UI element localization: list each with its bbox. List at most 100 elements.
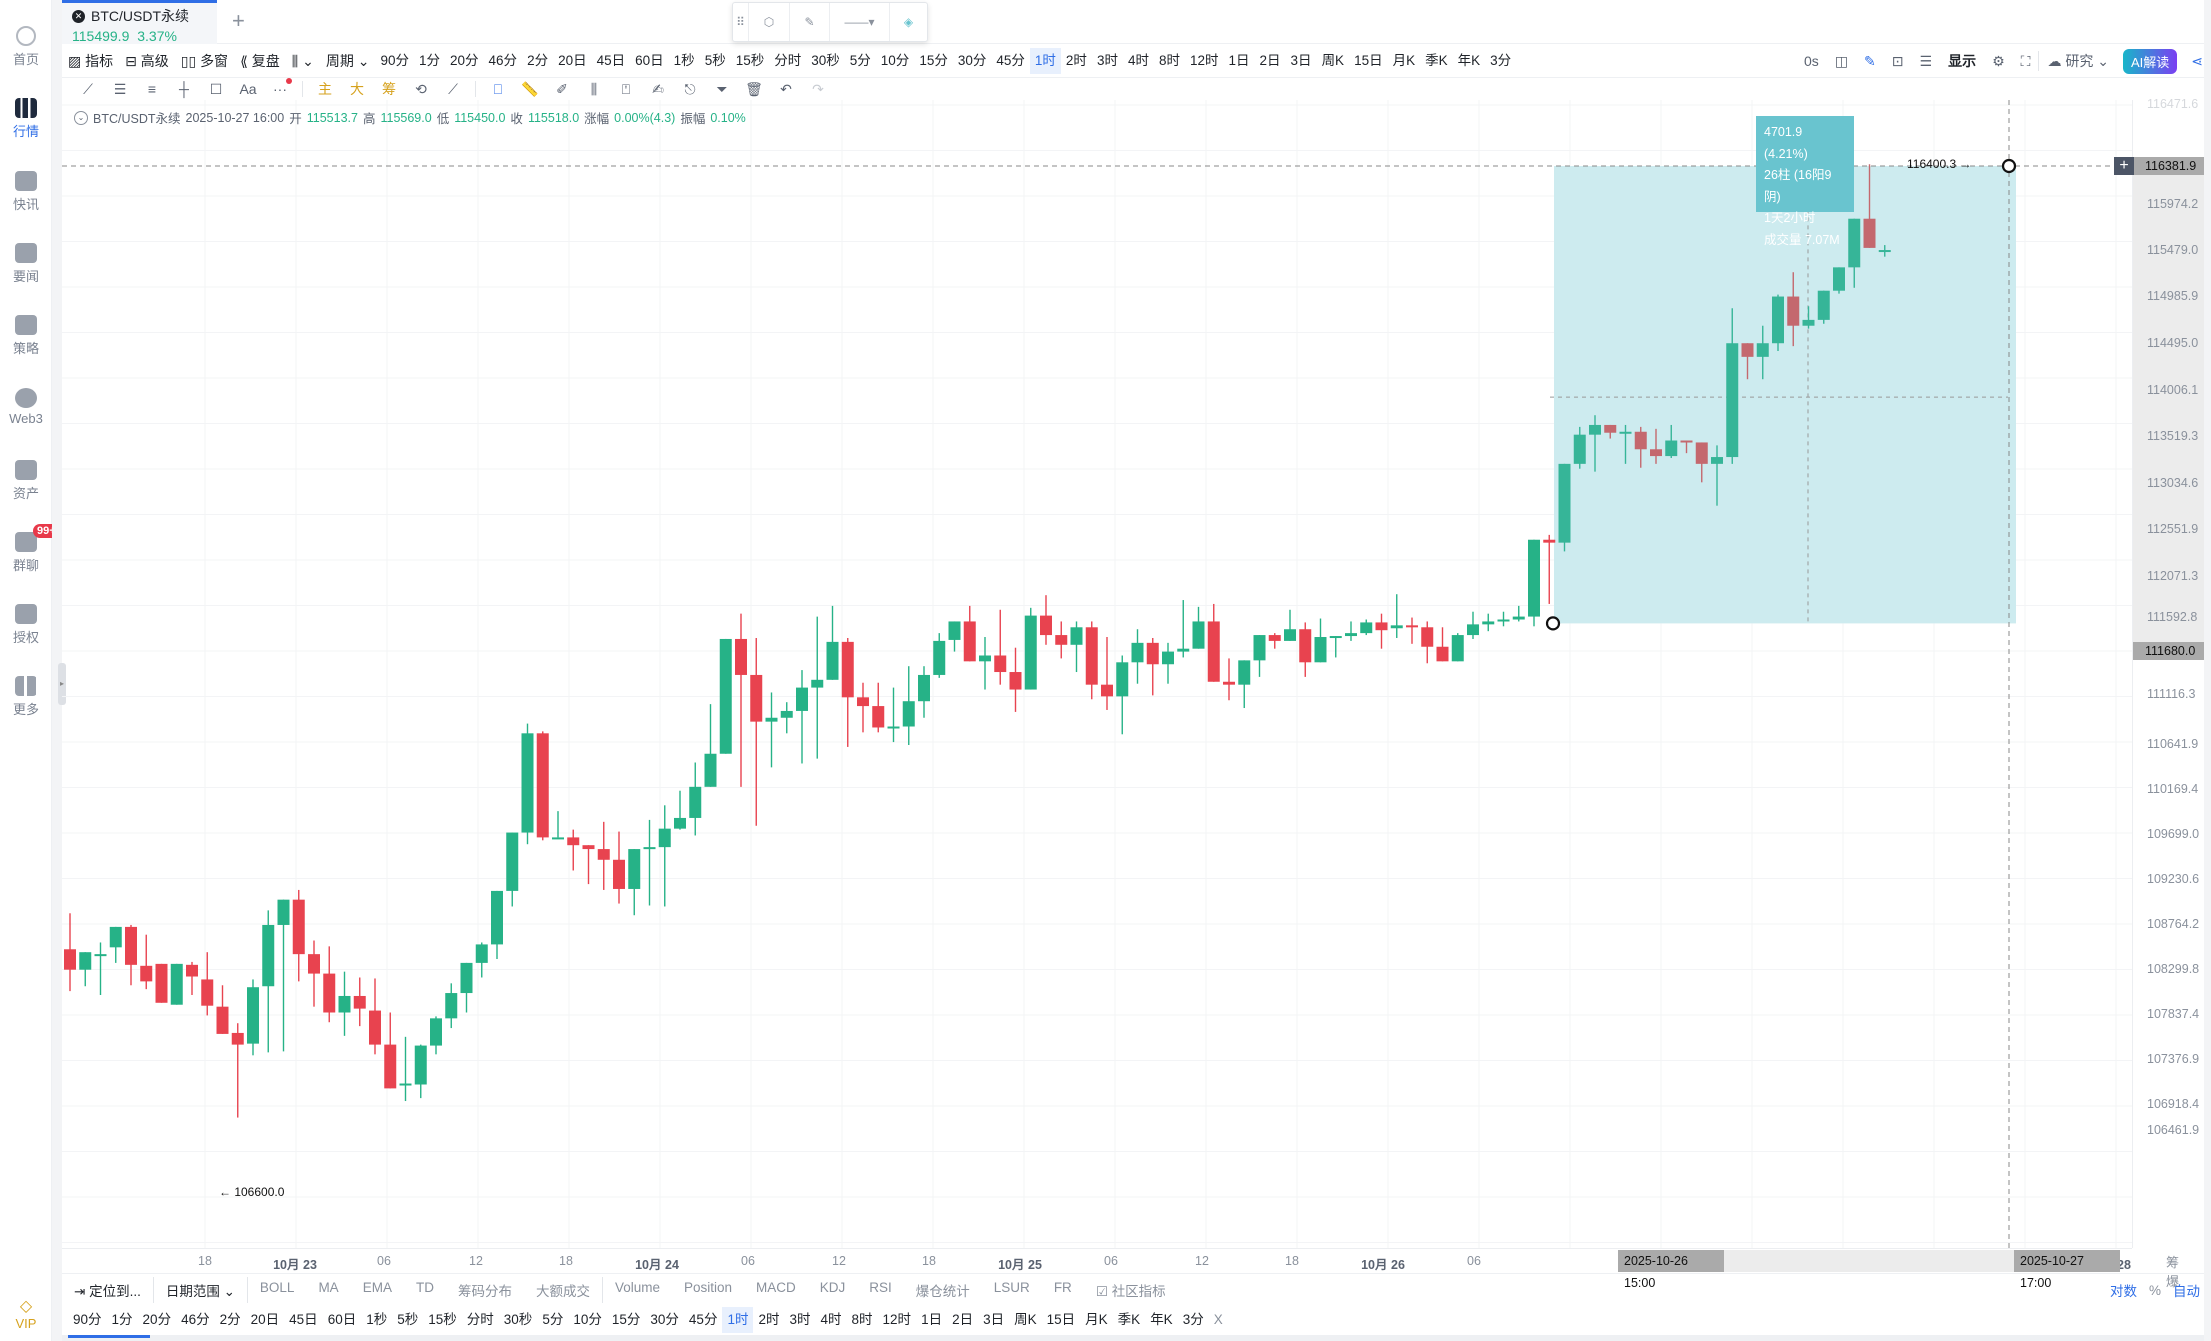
bottom-period-8[interactable]: 1秒: [366, 1312, 388, 1327]
horizontal-lines-icon[interactable]: ≡: [147, 81, 157, 97]
sidebar-item-authorize[interactable]: 授权: [0, 604, 52, 646]
sub-indicator-6[interactable]: LSUR: [993, 1279, 1030, 1295]
candlestick-chart[interactable]: [62, 100, 2132, 1248]
bottom-period-2[interactable]: 20分: [142, 1312, 172, 1327]
bottom-period-0[interactable]: 90分: [73, 1312, 102, 1327]
bottom-period-16[interactable]: 30分: [650, 1312, 679, 1327]
period-4[interactable]: 2分: [527, 52, 549, 68]
sub-indicator-7[interactable]: FR: [1053, 1279, 1072, 1295]
replay-button[interactable]: ⟪ 复盘: [234, 48, 286, 74]
bottom-period-7[interactable]: 60日: [327, 1312, 357, 1327]
drag-handle-icon[interactable]: ⠿: [733, 3, 749, 41]
bottom-period-26[interactable]: 3日: [983, 1312, 1005, 1327]
share-icon[interactable]: ⋖: [2191, 52, 2203, 69]
sidebar-item-web3[interactable]: Web3: [0, 388, 52, 426]
collapse-info-icon[interactable]: ⌄: [74, 110, 88, 125]
bottom-period-10[interactable]: 15秒: [428, 1312, 457, 1327]
bottom-period-18[interactable]: 1时: [722, 1307, 754, 1333]
bottom-period-13[interactable]: 5分: [542, 1312, 564, 1327]
bottom-scroll[interactable]: [62, 1335, 2204, 1341]
collapse-sidebar-handle[interactable]: ▸: [58, 663, 66, 705]
brush-icon[interactable]: ✐: [556, 80, 568, 97]
bottom-period-27[interactable]: 周K: [1014, 1312, 1037, 1327]
bottom-period-23[interactable]: 12时: [882, 1312, 912, 1327]
sync-drawing-icon[interactable]: ⟲: [415, 80, 427, 97]
display-button[interactable]: 显示: [1948, 53, 1977, 69]
period-32[interactable]: 3分: [1490, 52, 1512, 68]
bottom-period-25[interactable]: 2日: [952, 1312, 974, 1327]
bottom-period-1[interactable]: 1分: [111, 1312, 133, 1327]
sidebar-item-more[interactable]: 更多: [0, 676, 52, 718]
period-7[interactable]: 60日: [635, 52, 664, 68]
locate-button[interactable]: ⇥ 定位到...: [62, 1280, 153, 1300]
reset-icon[interactable]: ⬡: [749, 3, 790, 41]
period-11[interactable]: 分时: [774, 52, 802, 68]
candle-pattern-icon[interactable]: ⫼: [590, 80, 598, 97]
period-dropdown[interactable]: 周期 ⌄: [320, 48, 376, 74]
period-21[interactable]: 4时: [1127, 52, 1149, 68]
main-indicator-3[interactable]: TD: [415, 1279, 434, 1295]
add-alert-button[interactable]: +: [2114, 157, 2134, 175]
period-6[interactable]: 45日: [596, 52, 626, 68]
multi-window-button[interactable]: ▯▯ 多窗: [175, 48, 234, 74]
main-indicator-1[interactable]: MA: [318, 1279, 339, 1295]
research-dropdown[interactable]: ☁ 研究 ⌄: [2038, 51, 2117, 71]
period-9[interactable]: 5秒: [704, 52, 726, 68]
sub-indicator-5[interactable]: 爆仓统计: [915, 1283, 970, 1299]
bottom-period-22[interactable]: 8时: [851, 1312, 873, 1327]
settings-icon[interactable]: ⚙: [1992, 52, 2005, 69]
sub-indicator-0[interactable]: Volume: [614, 1279, 660, 1295]
period-2[interactable]: 20分: [450, 52, 479, 68]
main-indicator-2[interactable]: EMA: [362, 1279, 392, 1295]
bottom-period-32[interactable]: 3分: [1182, 1312, 1204, 1327]
period-13[interactable]: 5分: [849, 52, 871, 68]
chart-type-dropdown[interactable]: ⫼ ⌄: [286, 48, 320, 74]
draw-pen-icon[interactable]: ✎: [1864, 52, 1876, 69]
bottom-period-3[interactable]: 46分: [181, 1312, 210, 1327]
line-style-select[interactable]: ——▾: [830, 3, 890, 41]
period-8[interactable]: 1秒: [673, 52, 695, 68]
pencil-color-icon[interactable]: ✎: [790, 3, 830, 41]
camera-icon[interactable]: ◫: [1834, 52, 1849, 69]
more-tools-icon[interactable]: ···: [264, 78, 296, 97]
tab-btc-usdt[interactable]: ✕ BTC/USDT永续 115499.9 3.37%: [62, 0, 217, 44]
list-icon[interactable]: ☰: [1919, 52, 1933, 69]
bottom-period-31[interactable]: 年K: [1150, 1312, 1173, 1327]
main-force-button[interactable]: 主: [318, 81, 332, 97]
big-order-button[interactable]: 大: [350, 81, 364, 97]
period-28[interactable]: 15日: [1354, 52, 1383, 68]
fill-color-icon[interactable]: ◈: [903, 15, 914, 29]
bottom-period-20[interactable]: 3时: [789, 1312, 811, 1327]
chip-burst-toggle[interactable]: 筹 爆: [2166, 1255, 2186, 1289]
period-25[interactable]: 2日: [1259, 52, 1281, 68]
period-10[interactable]: 15秒: [735, 52, 765, 68]
bottom-period-24[interactable]: 1日: [921, 1312, 943, 1327]
link-icon[interactable]: ⎋: [684, 80, 696, 97]
period-1[interactable]: 1分: [418, 52, 440, 68]
price-axis[interactable]: 116471.6 115974.2 115479.0 114985.9 114495.0…: [2132, 97, 2205, 1248]
range-start-handle[interactable]: [1545, 616, 1561, 631]
main-indicator-4[interactable]: 筹码分布: [457, 1283, 512, 1299]
period-24[interactable]: 1日: [1228, 52, 1250, 68]
bottom-period-29[interactable]: 月K: [1085, 1312, 1108, 1327]
bottom-period-28[interactable]: 15日: [1046, 1312, 1076, 1327]
measure-range[interactable]: [1554, 166, 2016, 624]
bottom-period-17[interactable]: 45分: [688, 1312, 718, 1327]
period-14[interactable]: 10分: [880, 52, 910, 68]
period-12[interactable]: 30秒: [811, 52, 840, 68]
trend-line-icon[interactable]: ⟋: [83, 80, 93, 97]
period-23[interactable]: 12时: [1189, 52, 1219, 68]
period-18[interactable]: 1时: [1029, 47, 1061, 74]
vip-button[interactable]: ◇ VIP: [0, 1296, 52, 1331]
period-5[interactable]: 20日: [558, 52, 587, 68]
period-22[interactable]: 8时: [1158, 52, 1180, 68]
sidebar-item-assets[interactable]: 资产: [0, 460, 52, 502]
period-19[interactable]: 2时: [1065, 52, 1087, 68]
period-26[interactable]: 3日: [1290, 52, 1312, 68]
main-indicator-0[interactable]: BOLL: [259, 1279, 295, 1295]
bottom-period-12[interactable]: 30秒: [503, 1312, 533, 1327]
sub-indicator-4[interactable]: RSI: [869, 1279, 892, 1295]
bottom-period-4[interactable]: 2分: [219, 1312, 241, 1327]
bottom-period-11[interactable]: 分时: [466, 1312, 494, 1327]
bottom-period-21[interactable]: 4时: [820, 1312, 842, 1327]
